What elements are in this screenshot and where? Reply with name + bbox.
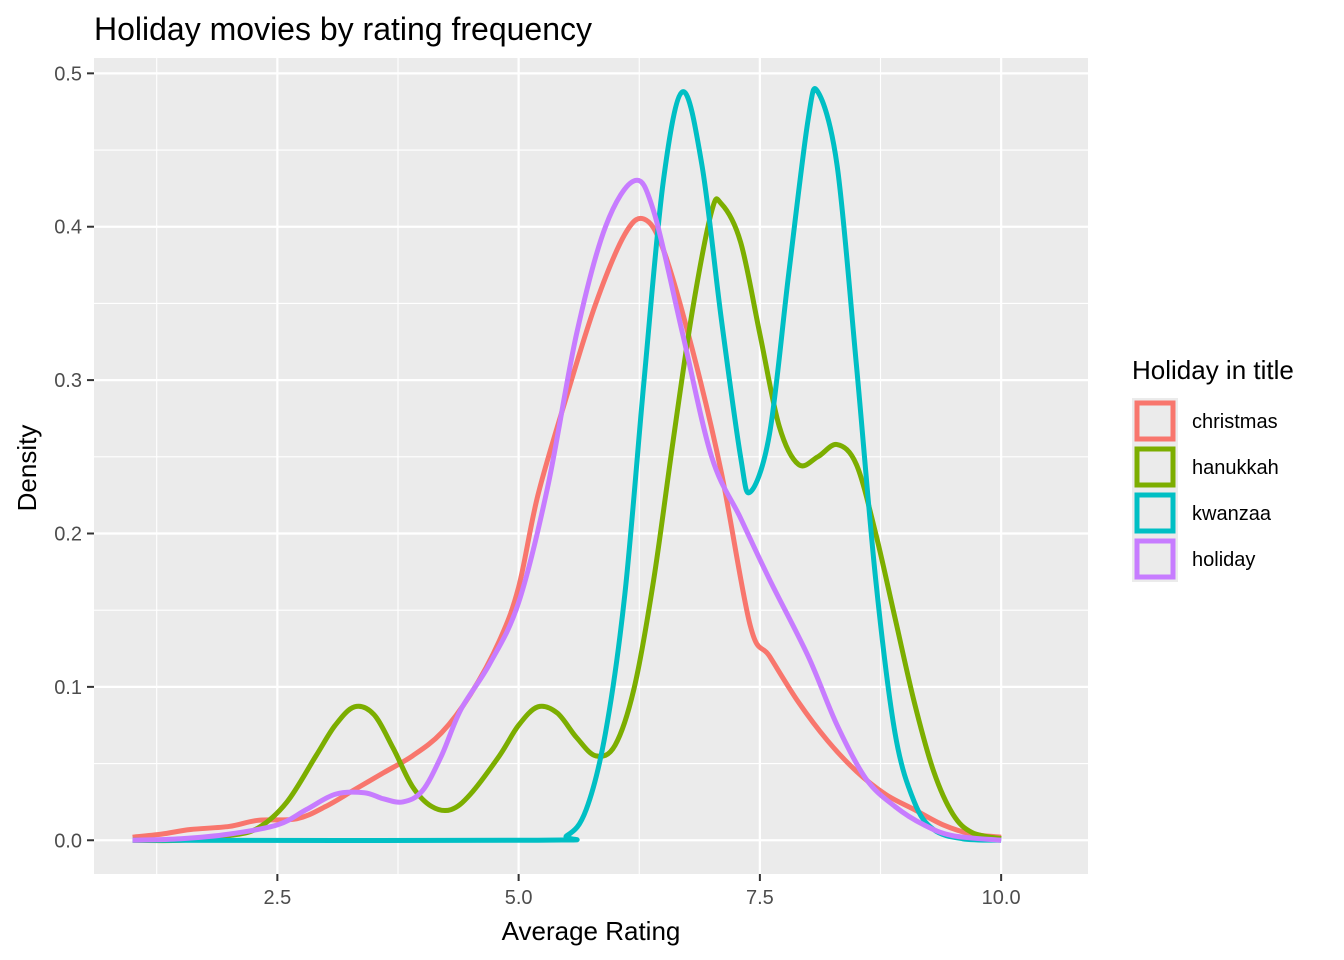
series-lines xyxy=(132,86,1002,844)
legend-key-background xyxy=(1132,490,1178,536)
legend-item-kwanzaa: kwanzaa xyxy=(1132,490,1272,536)
legend-key-background xyxy=(1132,398,1178,444)
y-tick-label: 0.5 xyxy=(54,63,82,85)
x-tick-label: 7.5 xyxy=(746,887,774,909)
legend: Holiday in title christmas hanukkah kwanza… xyxy=(1132,355,1294,582)
legend-label-christmas: christmas xyxy=(1192,411,1278,433)
legend-key-christmas xyxy=(1134,400,1176,442)
y-tick-label: 0.4 xyxy=(54,217,82,239)
legend-key-holiday xyxy=(1134,538,1176,580)
legend-label-hanukkah: hanukkah xyxy=(1192,457,1279,479)
series-line-kwanzaa xyxy=(132,86,1002,844)
y-tick-label: 0.0 xyxy=(54,830,82,852)
series-line-christmas xyxy=(132,215,1002,840)
chart-title: Holiday movies by rating frequency xyxy=(94,11,592,47)
y-tick-label: 0.3 xyxy=(54,370,82,392)
x-tick-label: 2.5 xyxy=(263,887,291,909)
series-line-holiday xyxy=(132,177,1002,843)
legend-key-hanukkah xyxy=(1134,446,1176,488)
legend-label-kwanzaa: kwanzaa xyxy=(1192,503,1272,525)
legend-item-holiday: holiday xyxy=(1132,536,1255,582)
minor-gridlines xyxy=(94,58,1088,874)
x-axis-ticks: 2.5 5.0 7.5 10.0 xyxy=(263,874,1021,909)
x-axis-title: Average Rating xyxy=(502,916,681,946)
major-gridlines xyxy=(94,58,1088,874)
legend-items: christmas hanukkah kwanzaa holiday xyxy=(1132,398,1279,582)
legend-item-christmas: christmas xyxy=(1132,398,1278,444)
y-axis-ticks: 0.0 0.1 0.2 0.3 0.4 0.5 xyxy=(54,63,94,852)
legend-item-hanukkah: hanukkah xyxy=(1132,444,1279,490)
x-tick-label: 10.0 xyxy=(982,887,1021,909)
legend-key-kwanzaa xyxy=(1134,492,1176,534)
y-tick-label: 0.2 xyxy=(54,523,82,545)
legend-title: Holiday in title xyxy=(1132,355,1294,385)
legend-label-holiday: holiday xyxy=(1192,549,1255,571)
x-tick-label: 5.0 xyxy=(505,887,533,909)
legend-key-background xyxy=(1132,444,1178,490)
y-tick-label: 0.1 xyxy=(54,677,82,699)
legend-key-background xyxy=(1132,536,1178,582)
y-axis-title: Density xyxy=(12,425,42,512)
